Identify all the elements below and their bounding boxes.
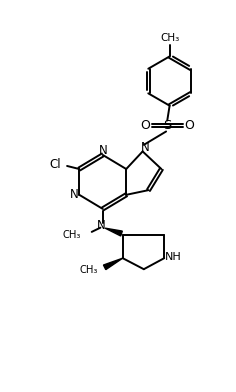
Text: N: N — [70, 188, 79, 201]
Text: N: N — [97, 219, 106, 232]
Text: CH₃: CH₃ — [160, 33, 179, 43]
Text: Cl: Cl — [50, 158, 61, 171]
Text: CH₃: CH₃ — [63, 230, 81, 240]
Text: O: O — [185, 119, 194, 132]
Text: NH: NH — [165, 252, 181, 262]
Text: CH₃: CH₃ — [79, 265, 98, 275]
Polygon shape — [103, 258, 123, 270]
Polygon shape — [105, 228, 122, 236]
Text: O: O — [140, 119, 150, 132]
Text: S: S — [163, 119, 172, 132]
Text: N: N — [98, 145, 107, 158]
Text: N: N — [141, 141, 150, 154]
